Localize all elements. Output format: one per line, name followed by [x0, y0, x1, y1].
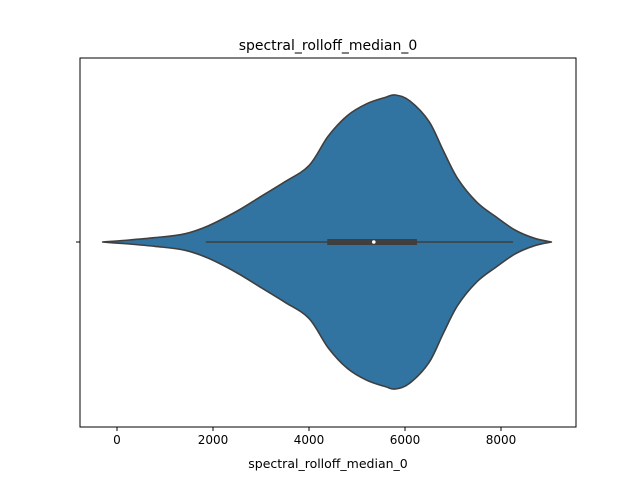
x-axis-label: spectral_rolloff_median_0 — [248, 456, 408, 471]
x-tick-label: 2000 — [198, 433, 229, 447]
x-tick-label: 4000 — [294, 433, 325, 447]
violin-layer — [101, 94, 553, 390]
chart-title: spectral_rolloff_median_0 — [239, 38, 418, 54]
median-dot — [372, 240, 376, 244]
x-tick-label: 0 — [113, 433, 121, 447]
x-tick-label: 8000 — [486, 433, 517, 447]
x-tick-label: 6000 — [390, 433, 421, 447]
x-axis: 0 2000 4000 6000 8000 — [113, 427, 516, 447]
